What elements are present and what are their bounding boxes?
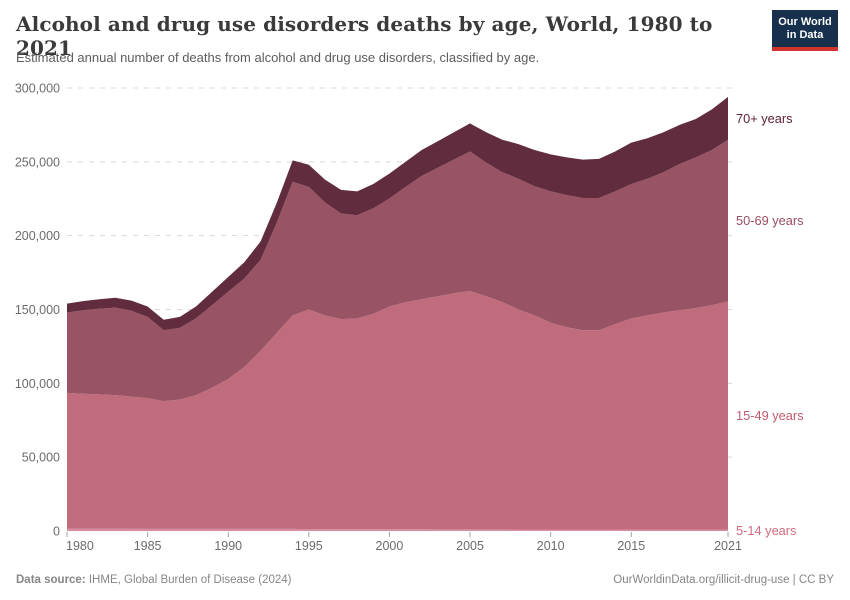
data-source-label: Data source: xyxy=(16,574,86,586)
area-5-14[interactable] xyxy=(67,528,728,531)
y-axis-label: 50,000 xyxy=(22,451,60,465)
y-axis-label: 300,000 xyxy=(15,82,60,96)
x-axis-label: 1985 xyxy=(134,539,162,553)
page-title: Alcohol and drug use disorders deaths by… xyxy=(16,12,713,60)
legend-label-5-14[interactable]: 5-14 years xyxy=(736,523,796,538)
y-axis-label: 200,000 xyxy=(15,229,60,243)
legend-label-70+[interactable]: 70+ years xyxy=(736,111,793,126)
area-50-69[interactable] xyxy=(67,139,728,402)
stacked-area-chart[interactable]: 0 50,000 100,000 150,000 200,000 250,000 300,0… xyxy=(0,70,850,570)
x-axis-label: 1995 xyxy=(295,539,323,553)
owid-logo[interactable]: Our World in Data xyxy=(772,10,838,51)
area-70+[interactable] xyxy=(67,96,728,331)
legend-label-50-69[interactable]: 50-69 years xyxy=(736,213,804,228)
data-source-value: IHME, Global Burden of Disease (2024) xyxy=(85,574,292,586)
legend-label-15-49[interactable]: 15-49 years xyxy=(736,408,804,423)
x-axis-label: 1990 xyxy=(214,539,242,553)
owid-logo-text: Our World in Data xyxy=(772,10,838,47)
y-axis-label: 0 xyxy=(53,525,60,539)
x-axis-label: 2021 xyxy=(714,539,742,553)
y-axis-label: 100,000 xyxy=(15,377,60,391)
chart-subtitle: Estimated annual number of deaths from a… xyxy=(16,50,540,65)
y-axis-label: 250,000 xyxy=(15,155,60,169)
data-source-note: Data source: IHME, Global Burden of Dise… xyxy=(16,574,292,586)
chart-area[interactable]: 0 50,000 100,000 150,000 200,000 250,000 300,0… xyxy=(0,70,850,570)
owid-logo-accent-bar xyxy=(772,47,838,51)
x-axis-label: 2010 xyxy=(537,539,565,553)
x-axis-label: 2005 xyxy=(456,539,484,553)
chart-footer: Data source: IHME, Global Burden of Dise… xyxy=(0,564,850,600)
x-axis-label: 1980 xyxy=(66,539,94,553)
y-axis-label: 150,000 xyxy=(15,303,60,317)
x-axis-label: 2015 xyxy=(617,539,645,553)
attribution-link[interactable]: OurWorldinData.org/illicit-drug-use | CC… xyxy=(613,574,834,586)
area-15-49[interactable] xyxy=(67,291,728,530)
x-axis-label: 2000 xyxy=(376,539,404,553)
